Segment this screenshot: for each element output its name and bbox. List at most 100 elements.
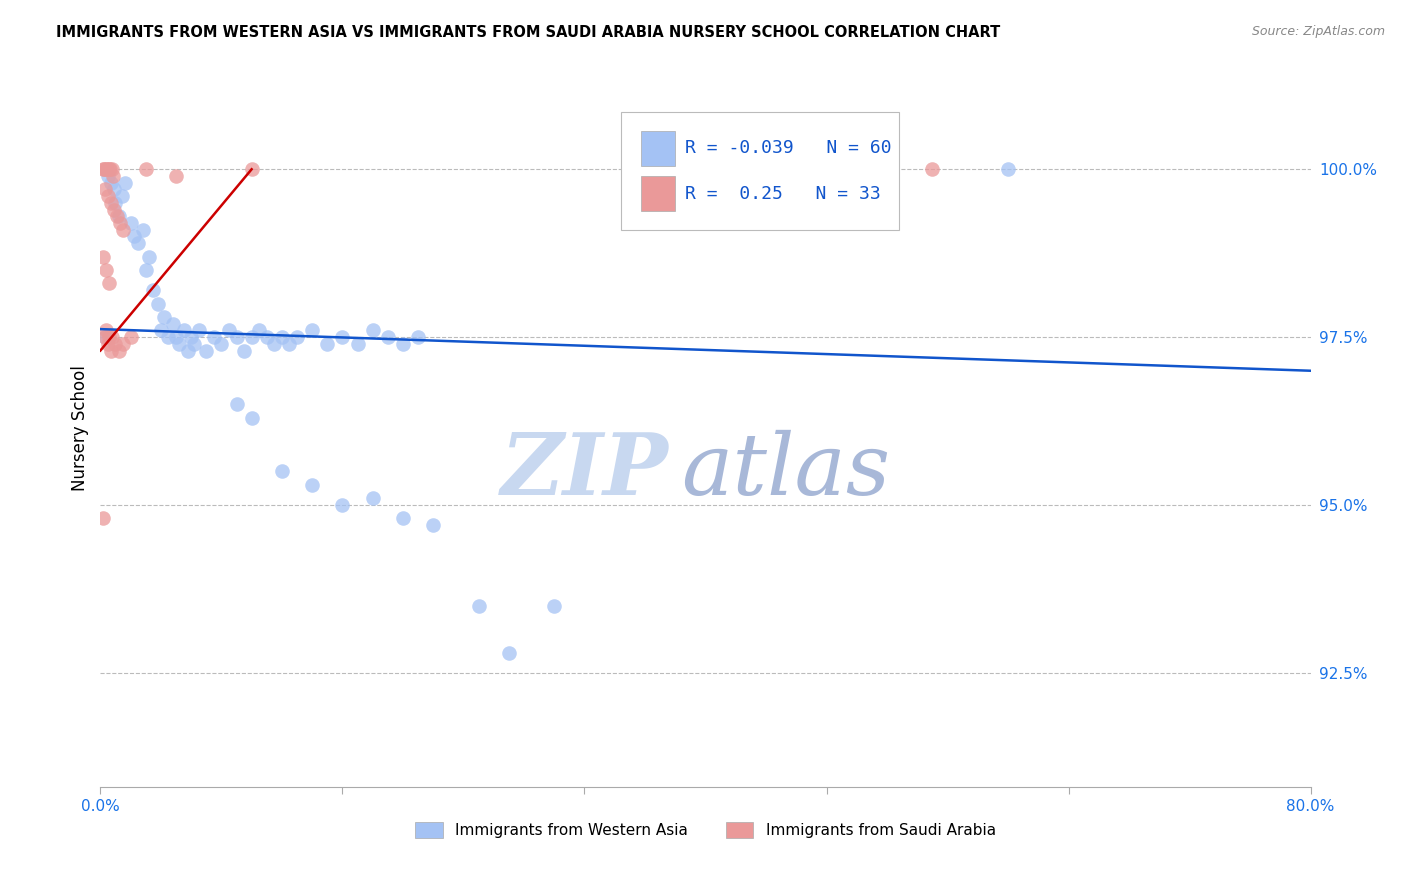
Point	[138, 250, 160, 264]
Point	[114, 176, 136, 190]
Point	[195, 343, 218, 358]
Text: ZIP: ZIP	[502, 429, 669, 513]
Point	[97, 189, 120, 203]
Point	[498, 646, 520, 660]
Point	[392, 511, 415, 525]
Point	[256, 330, 278, 344]
Point	[97, 162, 120, 177]
Point	[180, 330, 202, 344]
Point	[100, 162, 122, 177]
Point	[107, 209, 129, 223]
Point	[316, 337, 339, 351]
Point	[543, 599, 565, 613]
Y-axis label: Nursery School: Nursery School	[72, 365, 89, 491]
Point	[392, 337, 415, 351]
FancyBboxPatch shape	[621, 112, 898, 230]
Point	[467, 599, 489, 613]
Point	[127, 236, 149, 251]
Point	[94, 330, 117, 344]
Point	[422, 518, 444, 533]
Point	[183, 337, 205, 351]
Point	[96, 162, 118, 177]
Point	[108, 216, 131, 230]
Point	[361, 491, 384, 506]
Text: Source: ZipAtlas.com: Source: ZipAtlas.com	[1251, 25, 1385, 38]
Point	[240, 410, 263, 425]
Point	[100, 343, 122, 358]
Point	[135, 263, 157, 277]
Point	[120, 330, 142, 344]
Point	[225, 397, 247, 411]
Point	[110, 189, 132, 203]
Point	[202, 330, 225, 344]
Point	[240, 330, 263, 344]
Text: IMMIGRANTS FROM WESTERN ASIA VS IMMIGRANTS FROM SAUDI ARABIA NURSERY SCHOOL CORR: IMMIGRANTS FROM WESTERN ASIA VS IMMIGRAN…	[56, 25, 1001, 40]
Point	[218, 323, 240, 337]
Legend: Immigrants from Western Asia, Immigrants from Saudi Arabia: Immigrants from Western Asia, Immigrants…	[409, 816, 1002, 844]
Point	[105, 209, 128, 223]
Point	[406, 330, 429, 344]
Point	[93, 162, 115, 177]
Point	[94, 162, 117, 177]
Point	[103, 169, 125, 183]
Point	[103, 182, 125, 196]
Point	[167, 337, 190, 351]
Point	[157, 330, 180, 344]
Point	[96, 263, 118, 277]
Point	[165, 330, 187, 344]
Point	[97, 169, 120, 183]
Point	[165, 169, 187, 183]
Point	[101, 330, 124, 344]
Bar	[641, 177, 675, 211]
Point	[104, 195, 127, 210]
Point	[377, 330, 399, 344]
Point	[177, 343, 200, 358]
Point	[187, 323, 209, 337]
Point	[263, 337, 285, 351]
Point	[98, 330, 121, 344]
Point	[225, 330, 247, 344]
Text: R = -0.039   N = 60: R = -0.039 N = 60	[685, 139, 891, 157]
Point	[153, 310, 176, 324]
Point	[997, 162, 1019, 177]
Point	[98, 162, 121, 177]
Point	[240, 162, 263, 177]
Point	[149, 323, 172, 337]
Point	[332, 330, 354, 344]
Point	[103, 202, 125, 217]
Point	[94, 182, 117, 196]
Point	[285, 330, 308, 344]
Point	[100, 176, 122, 190]
Text: atlas: atlas	[682, 430, 890, 512]
Point	[132, 223, 155, 237]
Point	[233, 343, 256, 358]
Point	[142, 283, 165, 297]
Point	[301, 323, 323, 337]
Point	[112, 223, 135, 237]
Point	[104, 337, 127, 351]
Point	[346, 337, 368, 351]
Bar	[641, 131, 675, 166]
Point	[97, 337, 120, 351]
Point	[122, 229, 145, 244]
Point	[94, 330, 117, 344]
Point	[112, 337, 135, 351]
Point	[107, 343, 129, 358]
Point	[173, 323, 195, 337]
Point	[247, 323, 270, 337]
Point	[278, 337, 301, 351]
Point	[91, 162, 114, 177]
Point	[135, 162, 157, 177]
Point	[100, 195, 122, 210]
Point	[98, 277, 121, 291]
Point	[332, 498, 354, 512]
Point	[93, 511, 115, 525]
Text: R =  0.25   N = 33: R = 0.25 N = 33	[685, 185, 880, 202]
Point	[120, 216, 142, 230]
Point	[162, 317, 184, 331]
Point	[209, 337, 232, 351]
Point	[146, 296, 169, 310]
Point	[270, 465, 292, 479]
Point	[270, 330, 292, 344]
Point	[301, 478, 323, 492]
